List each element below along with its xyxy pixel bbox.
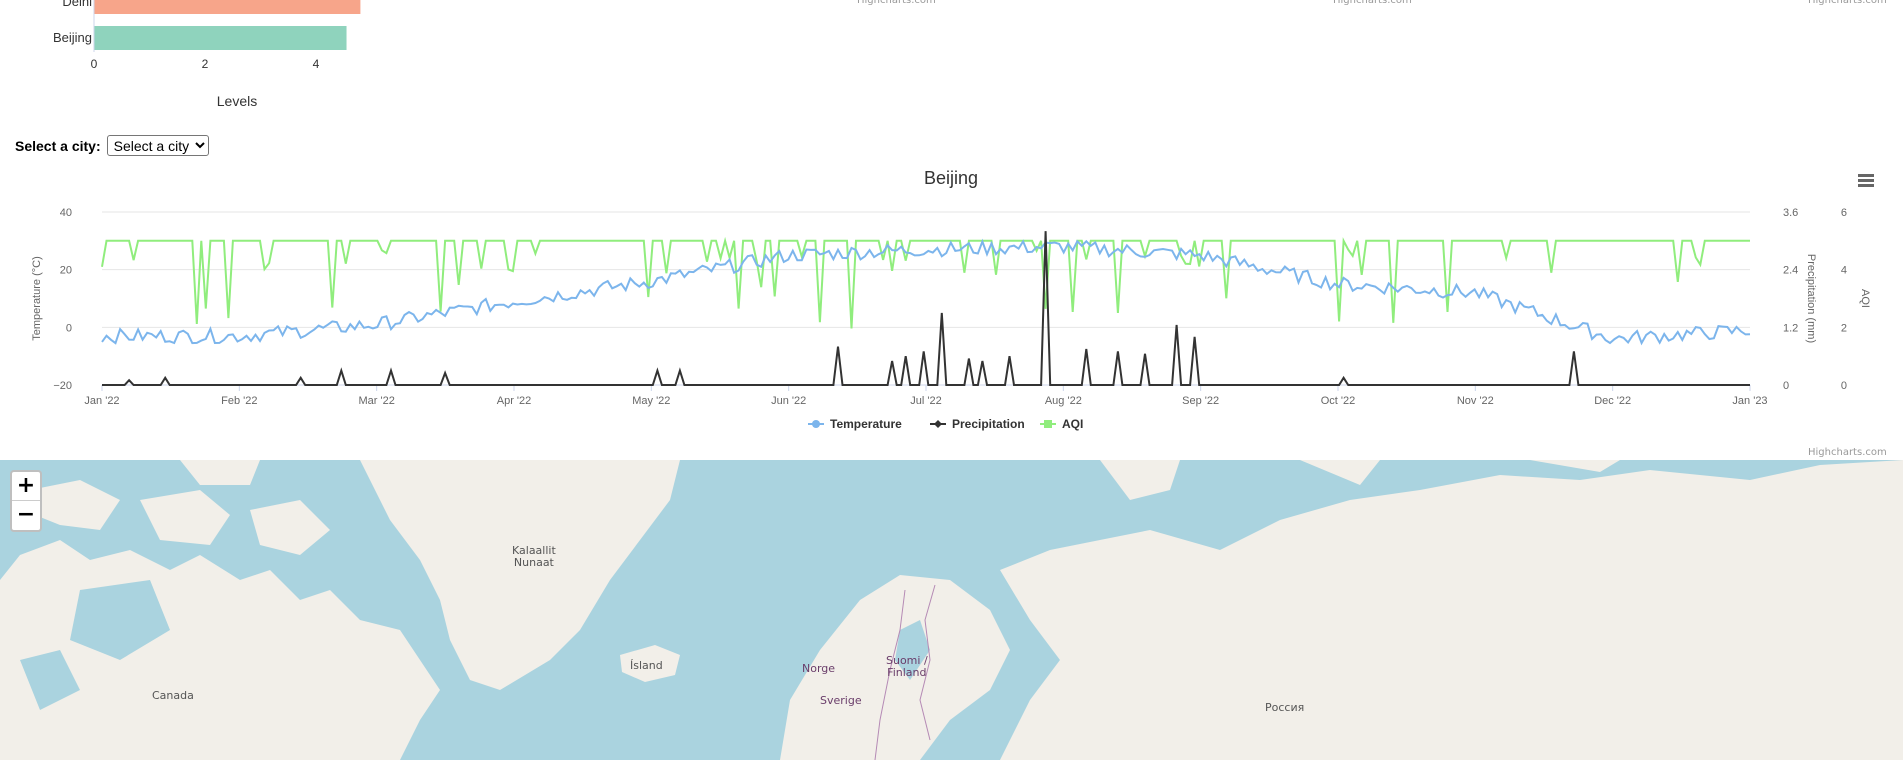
bar-delhi[interactable] [94,0,360,14]
x-tick-label: Apr '22 [497,395,532,407]
x-tick-label: Dec '22 [1594,395,1631,407]
precipitation-tick-label: 1.2 [1783,322,1798,334]
zoom-out-button[interactable]: − [12,501,40,530]
x-tick-label: Jan '23 [1732,395,1767,407]
aqi-tick-label: 0 [1841,380,1847,392]
precipitation-tick-label: 3.6 [1783,207,1798,219]
bar-x-axis-title: Levels [217,93,257,109]
city-selector-label: Select a city: [15,138,101,154]
x-tick-label: Jul '22 [910,395,941,407]
legend-marker-circle [812,420,820,428]
zoom-in-button[interactable]: + [12,472,40,501]
legend-item-aqi[interactable]: AQI [1040,417,1083,431]
map-label-finland: Suomi / Finland [886,655,928,679]
map-label-russia: Россия [1265,702,1304,714]
bar-x-tick-label: 4 [313,57,320,71]
chart-title: Beijing [924,168,978,188]
x-tick-label: Jun '22 [771,395,806,407]
temperature-tick-label: −20 [53,380,72,392]
levels-bar-chart: Delhi Beijing 0 2 4 Levels [0,0,480,120]
temperature-axis-title: Temperature (°C) [31,256,43,340]
legend-item-precipitation[interactable]: Precipitation [930,417,1025,431]
bar-x-tick-label: 0 [91,57,98,71]
map-tiles[interactable] [0,460,1903,760]
x-tick-label: Jan '22 [84,395,119,407]
x-tick-label: Sep '22 [1182,395,1219,407]
map-label-canada: Canada [152,690,194,702]
map[interactable]: + − Kalaallit Nunaat Ísland Canada Norge… [0,460,1903,760]
map-label-iceland: Ísland [630,660,663,672]
x-tick-label: Oct '22 [1321,395,1356,407]
map-label-greenland: Kalaallit Nunaat [512,545,556,569]
aqi-tick-label: 4 [1841,265,1847,277]
beijing-weather-chart: Beijing40200−203.62.41.206420Temperature… [0,160,1903,460]
city-selector-row: Select a city: Select a city [15,135,209,156]
legend-label: Temperature [830,417,902,431]
precipitation-tick-label: 2.4 [1783,265,1798,277]
aqi-tick-label: 2 [1841,322,1847,334]
x-tick-label: Nov '22 [1457,395,1494,407]
legend-marker-square [1044,420,1052,428]
highcharts-credit[interactable]: Highcharts.com [857,0,936,6]
temperature-tick-label: 20 [60,265,72,277]
bar-category-label: Delhi [62,0,92,9]
precipitation-series-line[interactable] [102,231,1750,385]
legend-label: Precipitation [952,417,1025,431]
temperature-tick-label: 40 [60,207,72,219]
temperature-tick-label: 0 [66,322,72,334]
aqi-axis-title: AQI [1859,289,1871,308]
aqi-tick-label: 6 [1841,207,1847,219]
precipitation-axis-title: Precipitation (mm) [1805,254,1817,343]
precipitation-tick-label: 0 [1783,380,1789,392]
x-tick-label: Aug '22 [1045,395,1082,407]
zoom-control: + − [10,470,42,532]
highcharts-credit[interactable]: Highcharts.com [1333,0,1412,6]
x-tick-label: Mar '22 [358,395,394,407]
highcharts-credit[interactable]: Highcharts.com [1808,0,1887,6]
map-label-norway: Norge [802,663,835,675]
x-tick-label: May '22 [632,395,670,407]
legend-marker-diamond [934,420,942,428]
hamburger-menu-icon[interactable] [1852,170,1880,194]
city-select[interactable]: Select a city [107,135,209,156]
x-tick-label: Feb '22 [221,395,257,407]
aqi-series-line[interactable] [102,241,1750,329]
bar-category-label: Beijing [53,30,92,45]
legend-label: AQI [1062,417,1083,431]
bar-x-tick-label: 2 [202,57,209,71]
bar-beijing[interactable] [94,26,347,50]
legend-item-temperature[interactable]: Temperature [808,417,902,431]
highcharts-credit[interactable]: Highcharts.com [1808,447,1887,458]
map-label-sweden: Sverige [820,695,862,707]
